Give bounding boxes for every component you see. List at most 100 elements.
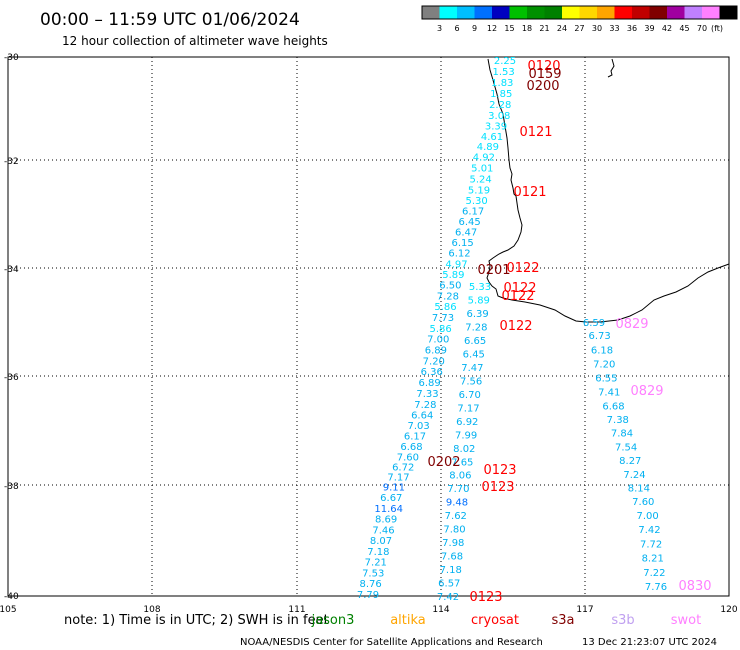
swh-label: 8.27 [619, 456, 641, 467]
colorbar-swatch [667, 6, 685, 19]
swh-label: 1.85 [490, 89, 512, 100]
pass-time-label: 0122 [506, 261, 539, 276]
colorbar-swatch [579, 6, 597, 19]
swh-label: 7.79 [357, 590, 379, 601]
swh-label: 6.39 [466, 309, 488, 320]
pass-time-label: 0202 [427, 455, 460, 470]
swh-label: 6.12 [448, 249, 470, 260]
colorbar-tick-label: 42 [662, 24, 672, 33]
colorbar-swatch [544, 6, 562, 19]
colorbar-unit: (ft) [711, 24, 723, 33]
colorbar-swatch [614, 6, 632, 19]
footer-timestamp: 13 Dec 21:23:07 UTC 2024 [582, 637, 717, 648]
lon-tick-label: 114 [432, 605, 449, 615]
swh-label: 7.42 [638, 525, 660, 536]
lon-tick-label: 105 [0, 605, 17, 615]
swh-label: 6.15 [451, 238, 473, 249]
lon-tick-label: 108 [143, 605, 160, 615]
swh-label: 5.89 [468, 296, 490, 307]
colorbar-tick-label: 36 [627, 24, 637, 33]
swh-label: 7.38 [607, 415, 629, 426]
swh-label: 7.80 [443, 525, 465, 536]
swh-label: 7.56 [460, 376, 482, 387]
swh-label: 7.33 [416, 389, 438, 400]
swh-label: 6.50 [439, 281, 461, 292]
swh-label: 7.17 [387, 472, 409, 483]
pass-time-label: 0123 [481, 480, 514, 495]
colorbar-swatch [632, 6, 650, 19]
colorbar-swatch [702, 6, 720, 19]
swh-label: 8.76 [359, 579, 381, 590]
swh-label: 5.01 [471, 163, 493, 174]
swh-label: 7.65 [451, 457, 473, 468]
swh-label: 7.53 [362, 569, 384, 580]
swh-label: 7.54 [615, 442, 637, 453]
swh-label: 6.92 [456, 417, 478, 428]
swh-label: 7.00 [636, 511, 658, 522]
swh-label: 6.89 [418, 378, 440, 389]
swh-label: 8.02 [453, 444, 475, 455]
colorbar-swatch [474, 6, 492, 19]
swh-label: 7.17 [457, 403, 479, 414]
coastline-west-australia [486, 58, 730, 323]
swh-label: 7.24 [623, 470, 645, 481]
swh-label: 7.47 [461, 363, 483, 374]
pass-time-label: 0122 [501, 289, 534, 304]
swh-label: 8.06 [449, 471, 471, 482]
lat-tick-label: -34 [4, 265, 19, 275]
swh-label: 7.21 [365, 558, 387, 569]
footer-credit: NOAA/NESDIS Center for Satellite Applica… [240, 637, 543, 648]
swh-label: 8.07 [370, 536, 392, 547]
swh-label: 5.19 [468, 185, 490, 196]
colorbar-tick-label: 6 [454, 24, 459, 33]
colorbar-swatch [684, 6, 702, 19]
swh-label: 7.46 [372, 525, 394, 536]
colorbar: 3 6 9 12 15 18 21 24 27 30 33 36 39 42 45 70 [421, 5, 738, 33]
swh-label: 7.42 [437, 592, 459, 603]
swh-label: 8.14 [628, 484, 650, 495]
lat-tick-label: -38 [4, 482, 19, 492]
swh-label: 2.28 [489, 100, 511, 111]
swh-label: 7.73 [432, 313, 454, 324]
pass-time-label: 0122 [503, 281, 536, 296]
swh-label: 8.69 [375, 515, 397, 526]
page-title: 00:00 – 11:59 UTC 01/06/2024 [40, 10, 300, 30]
lat-tick-label: -32 [4, 157, 19, 167]
legend-item-altika: altika [390, 613, 426, 628]
swh-label: 6.70 [459, 390, 481, 401]
pass-time-label: 0200 [526, 79, 559, 94]
swh-label: 7.00 [427, 335, 449, 346]
swh-label: 7.70 [447, 484, 469, 495]
swh-label: 9.48 [446, 498, 468, 509]
swh-label: 7.60 [632, 497, 654, 508]
pass-time-label: 0830 [678, 579, 711, 594]
swh-label: 7.20 [423, 356, 445, 367]
lon-tick-label: 111 [288, 605, 305, 615]
colorbar-tick-label: 12 [487, 24, 497, 33]
colorbar-outline [421, 5, 738, 20]
colorbar-swatch [422, 6, 440, 19]
colorbar-tick-label: 27 [574, 24, 584, 33]
swh-label: 5.24 [469, 174, 491, 185]
legend-item-s3a: s3a [551, 613, 574, 628]
swh-label: 7.98 [442, 538, 464, 549]
colorbar-swatch [527, 6, 545, 19]
swh-label: 9.11 [383, 482, 405, 493]
colorbar-swatch [492, 6, 510, 19]
swh-label: 1.83 [491, 78, 513, 89]
legend-item-jason3: jason3 [311, 613, 355, 628]
swh-label: 1.53 [492, 67, 514, 78]
swh-label: 3.08 [488, 111, 510, 122]
swh-label: 6.68 [400, 442, 422, 453]
swh-label: 7.28 [437, 291, 459, 302]
colorbar-swatch [649, 6, 667, 19]
swh-label: 6.68 [602, 401, 624, 412]
satellite-legend: jason3 altika cryosat s3a s3b swot [311, 613, 702, 628]
swh-label: 7.41 [598, 388, 620, 399]
colorbar-tick-label: 21 [539, 24, 549, 33]
swh-label: 6.45 [458, 217, 480, 228]
swh-label: 6.45 [463, 350, 485, 361]
swh-label: 7.03 [407, 421, 429, 432]
swh-label: 6.64 [411, 410, 433, 421]
